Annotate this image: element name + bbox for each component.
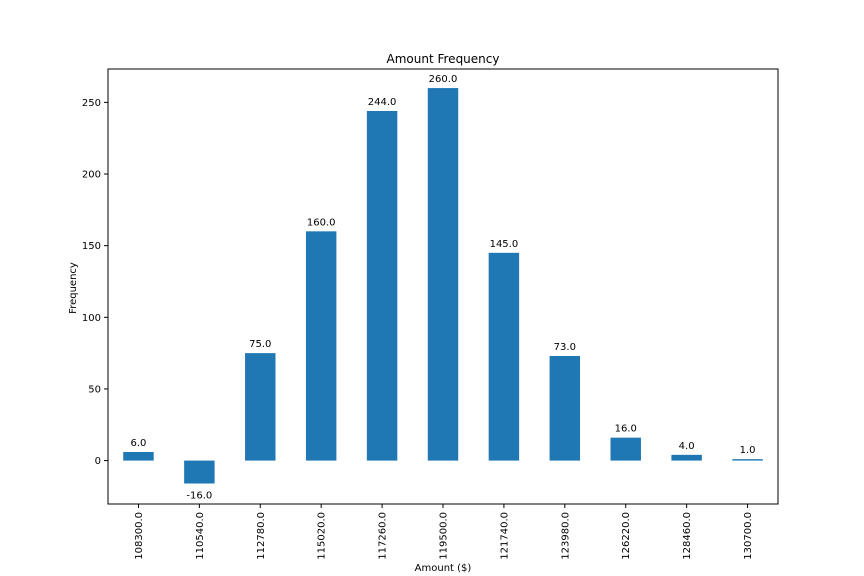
bar-130700.0 [732,459,763,461]
y-ticks-group: 0 50 100 150 200 250 [82,98,108,467]
data-label: 73.0 [554,342,576,353]
x-tick-label: 123980.0 [560,512,571,560]
y-tick-label: 100 [82,313,101,324]
data-label: 145.0 [490,239,519,250]
y-tick-label: 0 [95,456,101,467]
data-label: 4.0 [679,441,695,452]
bar-126220.0 [610,437,641,461]
data-label: 75.0 [249,339,271,350]
bars-group [123,88,763,484]
data-label: 244.0 [368,97,397,108]
bar-115020.0 [305,231,337,461]
y-axis-label: Frequency [68,262,79,314]
plot-frame [107,68,779,505]
data-labels-group: 6.0 -16.0 75.0 160.0 244.0 260.0 145.0 73.0 16.0… [130,74,755,501]
x-tick-label: 117260.0 [378,512,389,560]
bar-128460.0 [671,454,702,461]
y-tick-label: 200 [82,170,101,181]
data-label: 1.0 [740,445,756,456]
x-tick-label: 121740.0 [499,512,510,560]
x-tick-label: 108300.0 [134,512,145,560]
x-tick-label: 128460.0 [682,512,693,560]
bar-117260.0 [366,110,398,461]
x-tick-label: 119500.0 [439,512,450,560]
bar-112780.0 [245,353,276,461]
bar-108300.0 [123,451,154,461]
y-tick-label: 250 [82,98,101,109]
bar-119500.0 [427,88,459,461]
x-tick-label: 112780.0 [256,512,267,560]
data-label: -16.0 [186,491,212,502]
bar-110540.0 [184,460,215,484]
y-tick-label: 50 [88,384,101,395]
chart-title: Amount Frequency [387,52,500,66]
x-tick-label: 110540.0 [195,512,206,560]
x-tick-label: 115020.0 [317,512,328,560]
data-label: 260.0 [429,74,458,85]
data-label: 160.0 [307,217,336,228]
data-label: 6.0 [130,438,146,449]
y-tick-label: 150 [82,241,101,252]
bar-123980.0 [549,355,581,461]
x-ticks-group: 108300.0 110540.0 112780.0 115020.0 117260.0… [134,504,754,560]
data-label: 16.0 [615,424,637,435]
x-axis-label: Amount ($) [415,563,472,574]
x-tick-label: 126220.0 [621,512,632,560]
bar-121740.0 [488,252,520,461]
x-tick-label: 130700.0 [743,512,754,560]
